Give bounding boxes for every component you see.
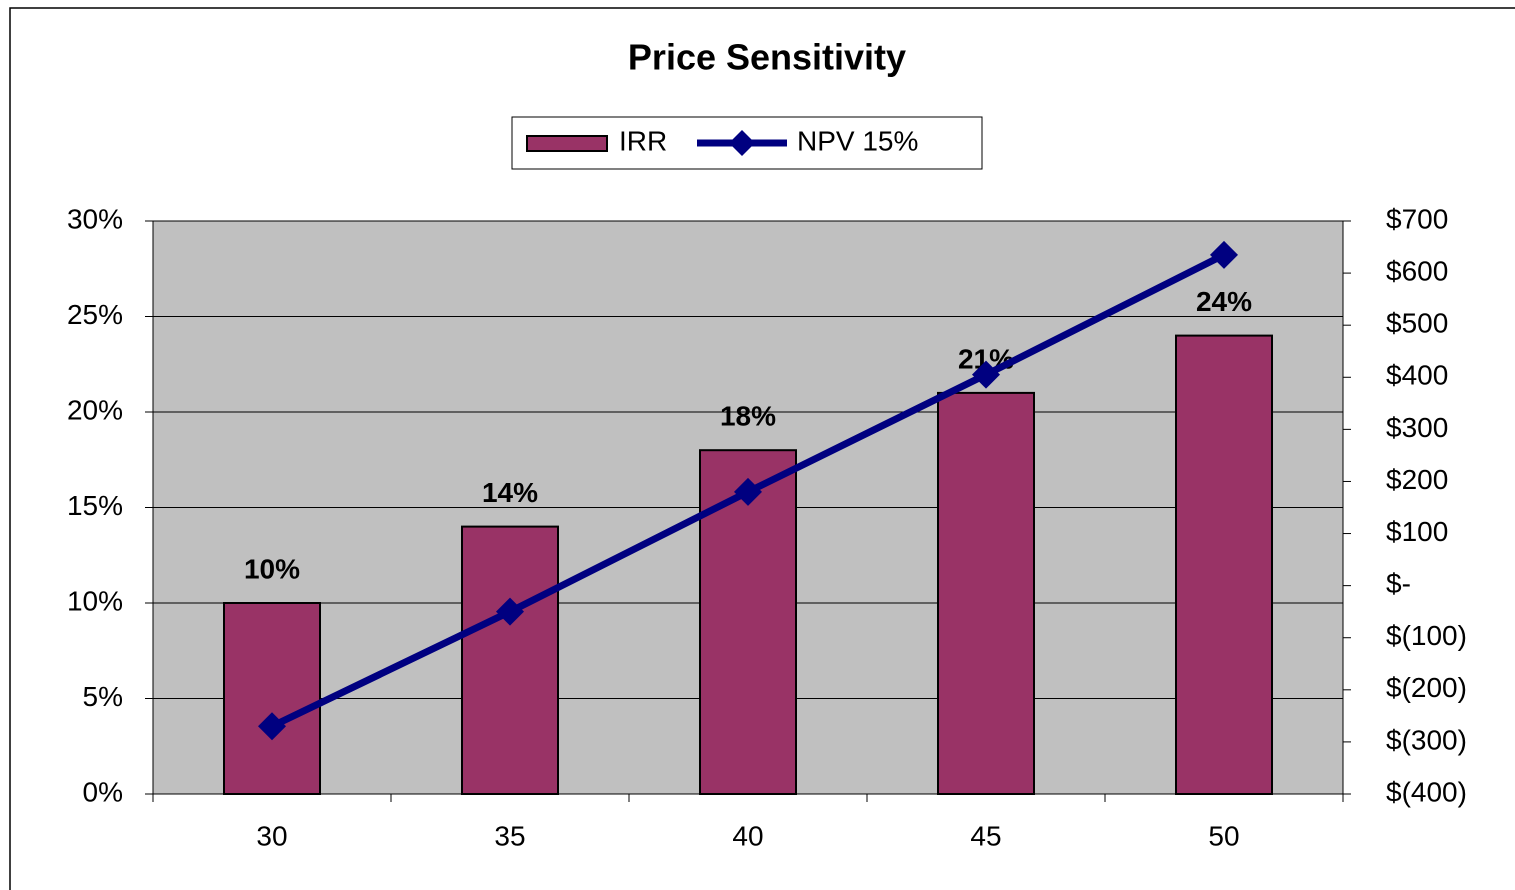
y2-tick-label: $600 bbox=[1386, 255, 1448, 286]
y2-tick-label: $500 bbox=[1386, 308, 1448, 339]
y2-tick-label: $(100) bbox=[1386, 620, 1467, 651]
x-tick-label: 30 bbox=[256, 820, 287, 851]
marker bbox=[1210, 240, 1238, 269]
y-tick-label: 25% bbox=[67, 299, 123, 330]
y2-tick-label: $(300) bbox=[1386, 724, 1467, 755]
bar bbox=[1175, 334, 1273, 795]
marker bbox=[258, 712, 286, 741]
bar bbox=[461, 525, 559, 795]
y-tick-label: 10% bbox=[67, 585, 123, 616]
x-tick-label: 50 bbox=[1208, 820, 1239, 851]
y2-tick-label: $(400) bbox=[1386, 776, 1467, 807]
x-tick-label: 35 bbox=[494, 820, 525, 851]
y2-tick-label: $700 bbox=[1386, 203, 1448, 234]
y2-tick-label: $(200) bbox=[1386, 672, 1467, 703]
bar bbox=[223, 602, 321, 795]
y-tick-label: 20% bbox=[67, 394, 123, 425]
y2-tick-label: $300 bbox=[1386, 412, 1448, 443]
legend-label: NPV 15% bbox=[797, 125, 918, 156]
legend-marker bbox=[729, 130, 755, 156]
data-label: 18% bbox=[720, 401, 776, 432]
bar bbox=[937, 391, 1035, 795]
y2-tick-label: $- bbox=[1386, 568, 1411, 599]
data-label: 24% bbox=[1196, 286, 1252, 317]
marker bbox=[734, 477, 762, 506]
y2-tick-label: $400 bbox=[1386, 360, 1448, 391]
y-tick-label: 30% bbox=[67, 203, 123, 234]
y-tick-label: 0% bbox=[83, 776, 123, 807]
legend-swatch bbox=[526, 135, 608, 152]
y-tick-label: 5% bbox=[83, 681, 123, 712]
data-label: 10% bbox=[244, 553, 300, 584]
x-tick-label: 40 bbox=[732, 820, 763, 851]
marker bbox=[496, 597, 524, 626]
chart-title: Price Sensitivity bbox=[628, 37, 906, 78]
x-tick-label: 45 bbox=[970, 820, 1001, 851]
marker bbox=[972, 360, 1000, 389]
legend-label: IRR bbox=[619, 125, 667, 156]
y-tick-label: 15% bbox=[67, 490, 123, 521]
y2-tick-label: $200 bbox=[1386, 464, 1448, 495]
data-label: 14% bbox=[482, 477, 538, 508]
y2-tick-label: $100 bbox=[1386, 516, 1448, 547]
